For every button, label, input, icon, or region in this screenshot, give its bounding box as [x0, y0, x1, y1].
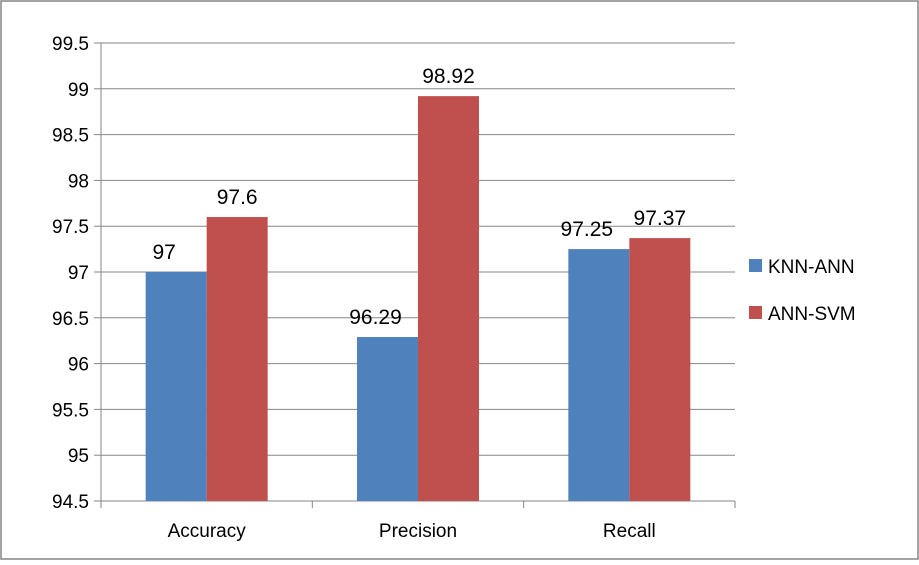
legend-label: ANN-SVM: [768, 304, 856, 325]
x-tick-label: Precision: [379, 521, 457, 542]
legend-swatch-ann-svm: [749, 306, 762, 319]
y-tick-label: 98.5: [52, 126, 89, 147]
bar-knn-ann: [145, 272, 207, 501]
y-tick-label: 96: [68, 355, 89, 376]
data-label: 98.92: [422, 65, 475, 88]
bar-ann-svm: [418, 96, 479, 502]
bar-knn-ann: [568, 249, 630, 501]
y-tick-label: 99: [68, 80, 89, 101]
y-tick-label: 97: [68, 263, 89, 284]
y-tick-label: 94.5: [52, 492, 89, 513]
y-tick-label: 95: [68, 446, 89, 467]
legend-swatch-knn-ann: [749, 259, 762, 272]
data-label: 97.6: [217, 186, 258, 209]
legend-label: KNN-ANN: [768, 257, 855, 278]
y-tick-label: 99.5: [52, 34, 89, 55]
bars: [145, 96, 691, 502]
data-label: 97.25: [561, 218, 614, 241]
y-tick-label: 96.5: [52, 309, 89, 330]
y-tick-label: 98: [68, 171, 89, 192]
y-tick-label: 97.5: [52, 217, 89, 238]
y-tick-label: 95.5: [52, 400, 89, 421]
data-labels: 97 97.6 96.29 98.92 97.25 97.37: [152, 65, 686, 329]
data-label: 97: [152, 241, 175, 264]
bar-knn-ann: [357, 337, 418, 501]
bar-ann-svm: [206, 217, 268, 502]
data-label: 97.37: [634, 207, 687, 230]
data-label: 96.29: [349, 306, 402, 329]
legend: KNN-ANN ANN-SVM: [749, 257, 856, 325]
x-tick-label: Accuracy: [168, 521, 247, 542]
bar-ann-svm: [629, 238, 691, 501]
x-tick-label: Recall: [603, 521, 656, 542]
